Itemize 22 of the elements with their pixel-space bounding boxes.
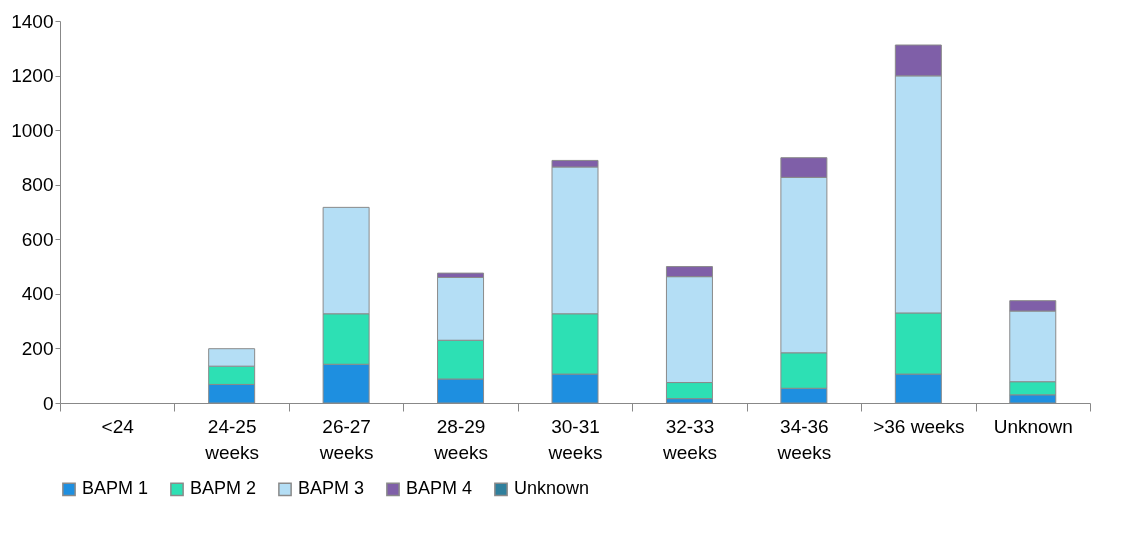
x-tick-label: 26-27 weeks (318, 415, 374, 463)
legend-label: BAPM 1 (82, 478, 149, 499)
y-tick-label: 1000 (11, 119, 54, 141)
x-tick-label: 34-36 weeks (776, 415, 832, 463)
legend-label: BAPM 4 (406, 478, 473, 499)
legend-label: Unknown (514, 478, 590, 499)
y-tick-label: 200 (21, 337, 54, 359)
x-tick-label: >36 weeks (873, 415, 965, 437)
x-tick-label: 24-25 weeks (204, 415, 260, 463)
y-tick-label: 1400 (11, 10, 54, 32)
x-tick-label: Unknown (993, 415, 1073, 437)
x-tick-label: 28-29 weeks (433, 415, 488, 463)
y-tick-label: 600 (21, 228, 54, 250)
x-tick-label: 30-31 weeks (547, 415, 603, 463)
y-tick-label: 400 (21, 283, 54, 305)
y-tick-label: 800 (21, 174, 54, 196)
x-tick-label: <24 (101, 415, 135, 437)
legend-label: BAPM 3 (298, 478, 365, 499)
x-tick-label: 32-33 weeks (662, 415, 717, 463)
legend-label: BAPM 2 (190, 478, 257, 499)
y-tick-label: 0 (42, 392, 54, 414)
y-tick-label: 1200 (11, 65, 54, 87)
